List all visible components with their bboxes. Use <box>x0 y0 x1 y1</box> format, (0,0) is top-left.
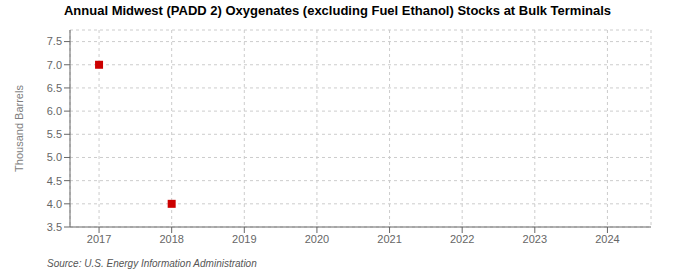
svg-text:2023: 2023 <box>523 233 547 245</box>
svg-text:4.5: 4.5 <box>47 175 62 187</box>
html-text:Annual Midwest (PADD 2) Oxygen: Annual Midwest (PADD 2) Oxygenates (excl… <box>64 3 611 18</box>
svg-text:2017: 2017 <box>87 233 111 245</box>
svg-text:2019: 2019 <box>232 233 256 245</box>
svg-text:2020: 2020 <box>305 233 329 245</box>
svg-text:2018: 2018 <box>159 233 183 245</box>
svg-text:2024: 2024 <box>595 233 619 245</box>
svg-text:3.5: 3.5 <box>47 221 62 233</box>
svg-text:Thousand Barrels: Thousand Barrels <box>13 85 25 172</box>
svg-text:6.0: 6.0 <box>47 105 62 117</box>
svg-text:5.0: 5.0 <box>47 151 62 163</box>
svg-text:5.5: 5.5 <box>47 128 62 140</box>
svg-text:4.0: 4.0 <box>47 198 62 210</box>
svg-text:2022: 2022 <box>450 233 474 245</box>
html-text:Source: U.S. Energy Informatio: Source: U.S. Energy Information Administ… <box>47 258 257 269</box>
svg-text:6.5: 6.5 <box>47 82 62 94</box>
svg-text:2021: 2021 <box>377 233 401 245</box>
svg-text:7.0: 7.0 <box>47 59 62 71</box>
svg-text:7.5: 7.5 <box>47 35 62 47</box>
